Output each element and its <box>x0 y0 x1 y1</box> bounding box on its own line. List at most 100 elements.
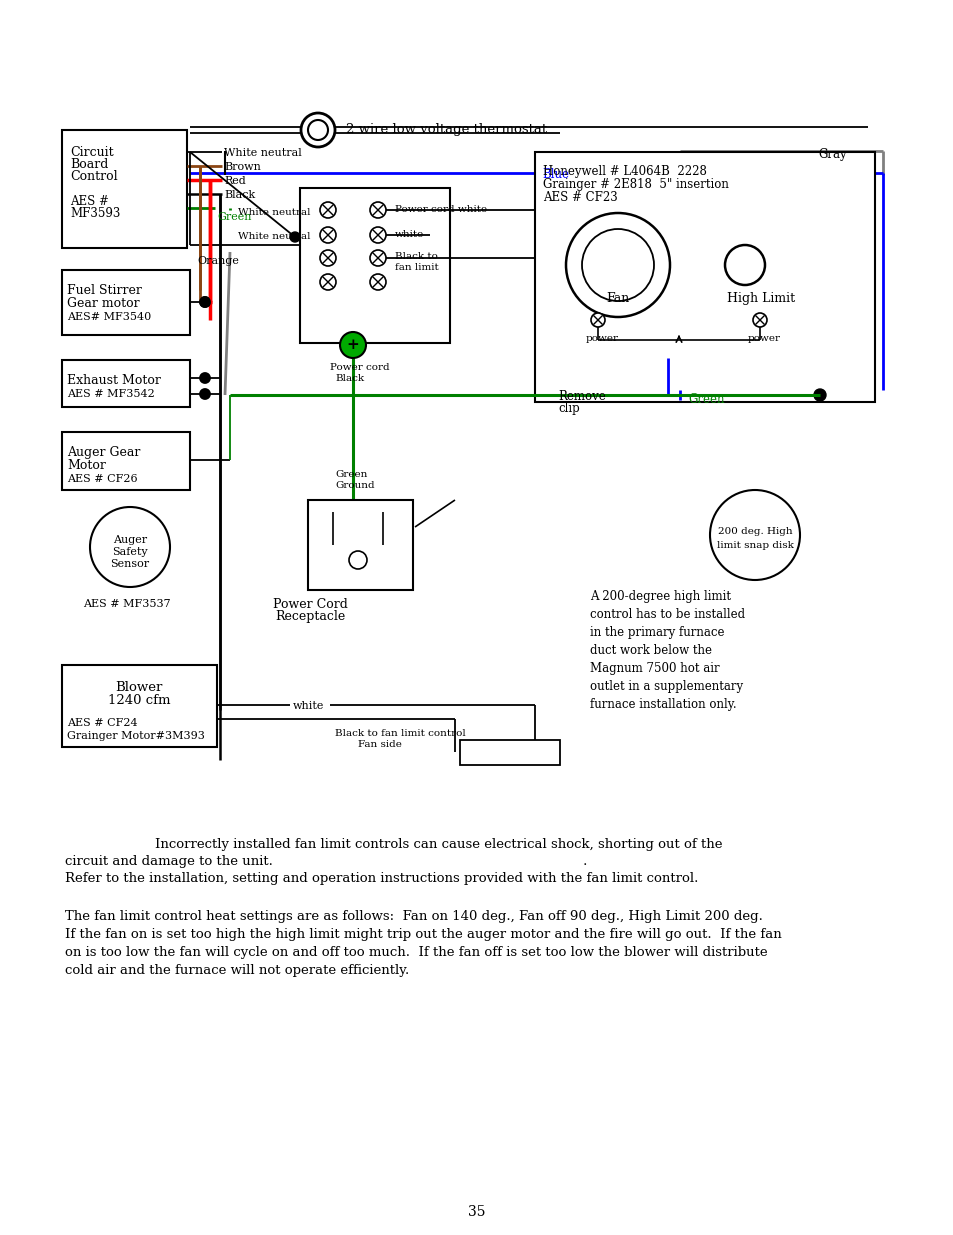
Text: +: + <box>346 338 359 352</box>
Text: Sensor: Sensor <box>111 559 150 569</box>
Circle shape <box>752 312 766 327</box>
Text: Fan side: Fan side <box>357 740 401 748</box>
Text: white: white <box>395 230 424 240</box>
Circle shape <box>200 296 210 308</box>
Circle shape <box>319 274 335 290</box>
Bar <box>62 130 187 248</box>
Circle shape <box>301 112 335 147</box>
Text: Safety: Safety <box>112 547 148 557</box>
Text: fan limit: fan limit <box>395 263 438 272</box>
Text: limit snap disk: limit snap disk <box>716 541 793 550</box>
Text: Green: Green <box>216 212 252 222</box>
Circle shape <box>339 332 366 358</box>
Text: Remove: Remove <box>558 390 605 403</box>
Text: AES# MF3540: AES# MF3540 <box>67 312 152 322</box>
Text: Fan: Fan <box>606 291 629 305</box>
Text: circuit and damage to the unit.                                                 : circuit and damage to the unit. <box>65 855 587 868</box>
Text: Board: Board <box>70 158 109 170</box>
Text: Green: Green <box>335 471 367 479</box>
Text: Red: Red <box>224 177 246 186</box>
Circle shape <box>370 274 386 290</box>
Text: Exhaust Motor: Exhaust Motor <box>67 374 161 387</box>
Text: clip: clip <box>558 403 579 415</box>
Circle shape <box>319 227 335 243</box>
Text: Control: Control <box>70 170 117 183</box>
Circle shape <box>308 120 328 140</box>
Bar <box>62 270 190 335</box>
Circle shape <box>90 508 170 587</box>
Text: White neutral: White neutral <box>237 207 310 217</box>
Text: Black: Black <box>335 374 364 383</box>
Text: Auger Gear: Auger Gear <box>67 446 140 459</box>
Bar <box>62 432 190 490</box>
Text: Gear motor: Gear motor <box>67 296 139 310</box>
Text: Black to: Black to <box>395 252 437 261</box>
Text: If the fan on is set too high the high limit might trip out the auger motor and : If the fan on is set too high the high l… <box>65 927 781 941</box>
Text: AES # CF24: AES # CF24 <box>67 718 137 727</box>
Text: Green: Green <box>687 393 723 406</box>
Circle shape <box>200 373 210 383</box>
Text: 200 deg. High: 200 deg. High <box>717 527 792 536</box>
Circle shape <box>319 203 335 219</box>
Text: Circuit: Circuit <box>70 146 113 159</box>
Bar <box>459 740 559 764</box>
Text: 1240 cfm: 1240 cfm <box>108 694 170 706</box>
Circle shape <box>290 232 299 242</box>
Text: Refer to the installation, setting and operation instructions provided with the : Refer to the installation, setting and o… <box>65 872 698 885</box>
Circle shape <box>370 203 386 219</box>
Bar <box>308 500 413 590</box>
Text: AES # MF3542: AES # MF3542 <box>67 389 154 399</box>
Circle shape <box>590 312 604 327</box>
Text: 2 wire low voltage thermostat: 2 wire low voltage thermostat <box>346 124 547 136</box>
Text: power: power <box>585 333 618 343</box>
Text: on is too low the fan will cycle on and off too much.  If the fan off is set too: on is too low the fan will cycle on and … <box>65 946 767 960</box>
Text: AES # CF23: AES # CF23 <box>542 191 618 204</box>
Text: Blower: Blower <box>115 680 163 694</box>
Text: AES # MF3537: AES # MF3537 <box>83 599 171 609</box>
Text: Blue: Blue <box>541 168 568 182</box>
Bar <box>535 152 874 403</box>
Text: Brown: Brown <box>224 162 260 172</box>
Text: Receptacle: Receptacle <box>274 610 345 622</box>
Circle shape <box>370 227 386 243</box>
Circle shape <box>565 212 669 317</box>
Bar <box>299 188 450 343</box>
Circle shape <box>813 389 825 401</box>
Text: Auger: Auger <box>112 535 147 545</box>
Text: High Limit: High Limit <box>726 291 794 305</box>
Text: Black: Black <box>224 190 255 200</box>
Circle shape <box>319 249 335 266</box>
Text: A 200-degree high limit
control has to be installed
in the primary furnace
duct : A 200-degree high limit control has to b… <box>589 590 744 711</box>
Text: Fuel Stirrer: Fuel Stirrer <box>67 284 142 296</box>
Text: Ground: Ground <box>335 480 375 490</box>
Text: power: power <box>747 333 781 343</box>
Text: Power cord: Power cord <box>330 363 389 372</box>
Text: white: white <box>293 701 324 711</box>
Circle shape <box>349 551 367 569</box>
Text: Gray: Gray <box>817 148 845 161</box>
Text: AES # CF26: AES # CF26 <box>67 474 137 484</box>
Text: AES #: AES # <box>70 195 109 207</box>
Text: Honeywell # L4064B  2228: Honeywell # L4064B 2228 <box>542 165 706 178</box>
Text: Black to fan limit control: Black to fan limit control <box>335 729 465 739</box>
Text: Orange: Orange <box>196 256 238 266</box>
Circle shape <box>581 228 654 301</box>
Text: Motor: Motor <box>67 459 106 472</box>
Text: The fan limit control heat settings are as follows:  Fan on 140 deg., Fan off 90: The fan limit control heat settings are … <box>65 910 762 923</box>
Circle shape <box>200 389 210 399</box>
Circle shape <box>709 490 800 580</box>
Text: Power cord white: Power cord white <box>395 205 487 214</box>
Text: MF3593: MF3593 <box>70 207 120 220</box>
Text: Power Cord: Power Cord <box>273 598 347 611</box>
Text: White neutral: White neutral <box>224 148 301 158</box>
Text: 35: 35 <box>468 1205 485 1219</box>
Bar <box>62 664 216 747</box>
Circle shape <box>200 296 210 308</box>
Text: Grainger Motor#3M393: Grainger Motor#3M393 <box>67 731 205 741</box>
Bar <box>62 359 190 408</box>
Circle shape <box>724 245 764 285</box>
Circle shape <box>370 249 386 266</box>
Text: White neutral: White neutral <box>237 232 310 241</box>
Text: cold air and the furnace will not operate efficiently.: cold air and the furnace will not operat… <box>65 965 409 977</box>
Text: Grainger # 2E818  5" insertion: Grainger # 2E818 5" insertion <box>542 178 728 191</box>
